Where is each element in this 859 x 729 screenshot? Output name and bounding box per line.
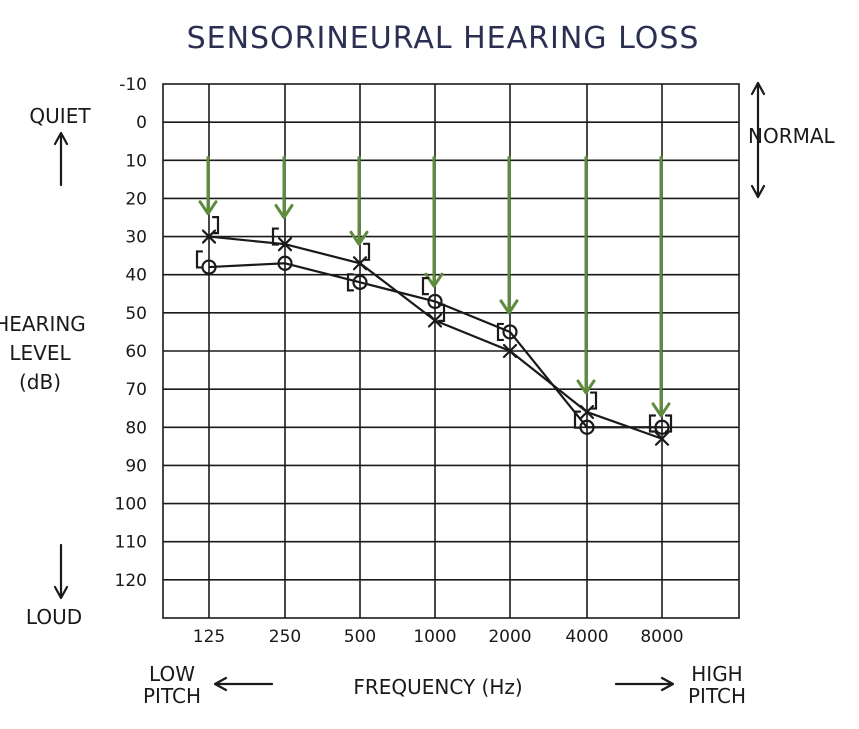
quiet-up-arrow-icon (53, 131, 69, 187)
x-marker (277, 237, 293, 252)
low-pitch-label-line-1: LOW (149, 662, 195, 686)
x-tick-label: 250 (269, 627, 301, 647)
o-marker (502, 324, 518, 340)
right-bracket-marker (664, 414, 673, 433)
right-bracket-marker (437, 303, 446, 322)
y-tick-label: 0 (136, 113, 147, 133)
y-tick-label: 80 (125, 418, 147, 438)
y-tick-label: 100 (115, 495, 147, 515)
hearing-change-arrowhead (651, 402, 671, 418)
x-tick-label: 500 (344, 627, 376, 647)
o-marker (352, 274, 368, 290)
quiet-label: QUIET (29, 104, 91, 128)
y-tick-label: 90 (125, 456, 147, 476)
y-axis-label-line-3: (dB) (19, 370, 61, 394)
normal-label: NORMAL (748, 124, 836, 148)
left-bracket-marker (496, 322, 505, 342)
hearing-change-arrowhead (576, 379, 596, 395)
o-marker (654, 419, 670, 435)
y-axis-label-line-2: LEVEL (9, 341, 71, 365)
y-tick-label: 50 (125, 304, 147, 324)
left-bracket-marker (195, 250, 204, 269)
x-marker (654, 431, 670, 446)
right-bracket-marker (211, 216, 220, 235)
x-tick-label: 125 (193, 627, 225, 647)
y-tick-label: 10 (125, 151, 147, 171)
left-bracket-marker (271, 227, 280, 246)
x-tick-labels: 125 250 500 1000 2000 4000 8000 (193, 627, 684, 647)
low-pitch-left-arrow-icon (213, 676, 274, 692)
low-pitch-label-line-2: PITCH (143, 684, 201, 708)
hearing-change-arrowhead (274, 204, 294, 219)
y-tick-label: 20 (125, 189, 147, 209)
high-pitch-label-line-1: HIGH (691, 662, 742, 686)
series-markers (195, 216, 673, 446)
hearing-change-arrows (198, 156, 671, 418)
x-tick-label: 2000 (488, 627, 531, 647)
y-axis-label-line-1: HEARING (0, 312, 86, 336)
x-tick-label: 4000 (565, 627, 608, 647)
y-tick-label: 30 (125, 228, 147, 248)
y-tick-label: 60 (125, 342, 147, 362)
y-tick-label: 40 (125, 266, 147, 286)
normal-range-arrow-icon (750, 81, 766, 199)
x-marker (502, 343, 518, 359)
o-marker (427, 293, 443, 310)
x-marker (427, 313, 443, 328)
y-tick-label: 120 (115, 571, 147, 591)
right-bracket-marker (362, 242, 371, 261)
x-axis-label: FREQUENCY (Hz) (353, 675, 522, 699)
left-bracket-marker (346, 273, 355, 292)
left-bracket-marker (421, 277, 430, 296)
chart-title: SENSORINEURAL HEARING LOSS (187, 21, 700, 56)
x-tick-label: 8000 (640, 627, 683, 647)
loud-down-arrow-icon (53, 543, 69, 600)
o-marker (277, 255, 293, 271)
hearing-change-arrowhead (198, 200, 218, 216)
left-bracket-marker (648, 414, 657, 433)
hearing-change-arrowhead (499, 299, 519, 315)
series-line-o (208, 262, 662, 429)
x-tick-label: 1000 (413, 627, 456, 647)
right-bracket-marker (589, 391, 598, 410)
high-pitch-label-line-2: PITCH (688, 684, 746, 708)
y-tick-label: 70 (125, 380, 147, 400)
left-bracket-marker (573, 410, 582, 429)
y-tick-labels: -10 0 10 20 30 40 50 60 70 80 90 100 110 120 (115, 75, 147, 591)
y-tick-label: -10 (119, 75, 147, 95)
loud-label: LOUD (26, 605, 82, 629)
high-pitch-right-arrow-icon (614, 676, 675, 692)
hearing-change-arrowhead (349, 230, 369, 246)
y-tick-label: 110 (115, 533, 147, 553)
chart-grid (162, 83, 740, 619)
